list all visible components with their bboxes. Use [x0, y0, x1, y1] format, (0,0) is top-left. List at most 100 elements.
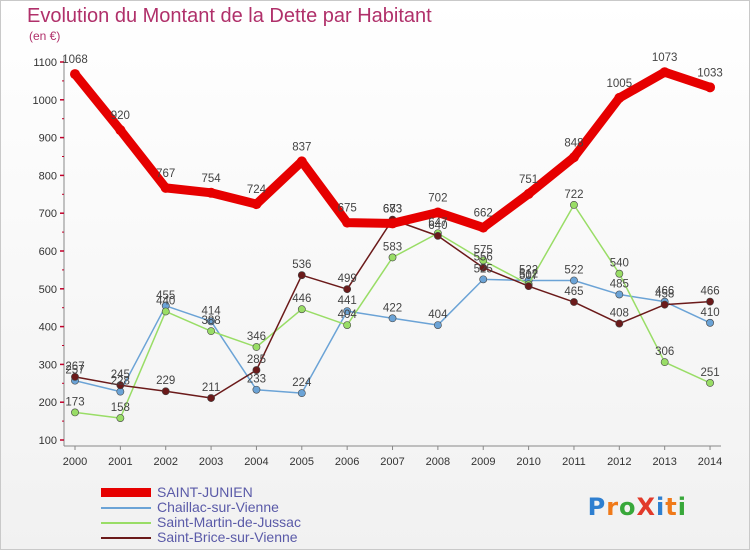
data-label: 414 [201, 305, 221, 317]
data-label: 1005 [607, 78, 633, 90]
data-label: 702 [428, 192, 447, 204]
data-label: 410 [700, 307, 719, 319]
data-label: 675 [338, 203, 357, 215]
data-label: 388 [201, 315, 220, 327]
data-label: 848 [564, 137, 583, 149]
data-point [116, 414, 125, 422]
data-point [342, 217, 353, 228]
data-label: 673 [383, 203, 402, 215]
data-label: 647 [428, 217, 447, 229]
data-label: 640 [428, 220, 447, 232]
data-point [570, 276, 578, 285]
data-point [433, 321, 442, 329]
data-point [614, 92, 625, 103]
data-label: 724 [247, 184, 267, 196]
data-label: 458 [655, 289, 674, 301]
data-label: 228 [111, 376, 130, 388]
x-tick-label: 2010 [516, 456, 540, 468]
data-label: 466 [700, 286, 719, 298]
data-point [343, 307, 352, 316]
data-point [160, 182, 171, 193]
data-label: 540 [610, 258, 629, 270]
data-point [478, 222, 489, 233]
y-tick-label: 600 [39, 246, 57, 258]
data-point [615, 290, 624, 299]
data-point [570, 200, 578, 209]
data-point [206, 187, 217, 198]
data-point [71, 372, 79, 381]
y-tick-label: 1000 [33, 95, 57, 107]
data-label: 173 [65, 396, 84, 408]
data-point [252, 366, 261, 374]
data-label: 1073 [652, 52, 678, 64]
data-label: 446 [292, 293, 311, 305]
data-label: 751 [519, 174, 538, 186]
data-point [705, 82, 716, 93]
legend-label: Saint-Brice-sur-Vienne [157, 529, 298, 545]
data-label: 583 [383, 241, 402, 253]
data-label: 441 [338, 295, 357, 307]
data-label: 466 [655, 286, 674, 298]
y-tick-label: 400 [39, 322, 57, 334]
legend-label: Chaillac-sur-Vienne [157, 499, 279, 515]
data-point [297, 389, 306, 398]
x-tick-label: 2006 [335, 456, 359, 468]
data-label: 575 [474, 244, 493, 256]
x-tick-label: 2002 [153, 456, 177, 468]
data-point [207, 327, 215, 336]
data-point [387, 218, 398, 229]
series-labels: 257 228 455 414 233 224 441 422 404 525 522 522 485 4… [62, 52, 723, 414]
data-label: 306 [655, 346, 674, 358]
data-label: 837 [292, 141, 311, 153]
data-point [524, 282, 533, 291]
y-tick-label: 200 [39, 397, 57, 409]
data-point [660, 300, 669, 309]
data-label: 522 [564, 264, 583, 276]
y-tick-label: 900 [39, 133, 57, 145]
data-point [251, 199, 262, 210]
data-point [706, 379, 714, 387]
legend-label: SAINT-JUNIEN [157, 484, 253, 500]
data-label: 229 [156, 375, 175, 387]
data-label: 211 [202, 382, 220, 394]
x-tick-label: 2001 [108, 456, 132, 468]
data-point [568, 152, 579, 163]
data-label: 422 [383, 302, 402, 314]
x-tick-label: 2005 [290, 456, 314, 468]
data-label: 522 [519, 264, 538, 276]
data-point [297, 305, 306, 314]
data-label: 233 [247, 374, 266, 386]
data-point [207, 317, 215, 326]
x-tick-label: 2011 [562, 456, 586, 468]
data-label: 1068 [62, 54, 88, 66]
data-point [296, 156, 307, 167]
chart-title: Evolution du Montant de la Dette par Hab… [27, 5, 432, 27]
x-tick-label: 2013 [652, 456, 676, 468]
data-label: 662 [474, 208, 493, 220]
data-point [615, 319, 624, 328]
data-label: 767 [156, 168, 175, 180]
chart-axes: 100 200 300 400 500 600 700 800 900 1000 1100 2000 2… [33, 56, 722, 468]
data-point [660, 358, 669, 367]
data-label: 722 [564, 189, 583, 201]
data-label: 251 [700, 367, 719, 379]
data-point [70, 69, 80, 80]
data-point [116, 387, 125, 396]
data-point [432, 207, 443, 218]
data-point [706, 318, 714, 327]
data-point [252, 385, 261, 394]
x-tick-label: 2012 [607, 456, 631, 468]
data-label: 499 [338, 273, 357, 285]
data-point [388, 253, 397, 262]
x-tick-label: 2014 [698, 456, 722, 468]
data-point [252, 343, 261, 351]
data-point [161, 307, 170, 316]
x-tick-label: 2000 [63, 456, 87, 468]
data-point [479, 263, 488, 272]
data-point [207, 394, 215, 402]
data-label: 465 [564, 286, 583, 298]
legend-swatch [101, 522, 151, 524]
data-label: 556 [474, 252, 493, 264]
data-label: 1033 [697, 67, 723, 79]
